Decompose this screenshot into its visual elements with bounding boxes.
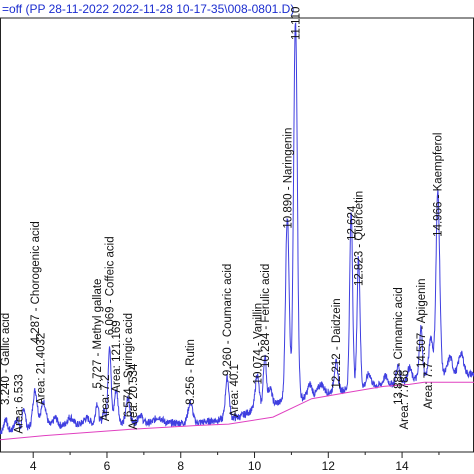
signal-trace bbox=[0, 21, 474, 435]
peak-label: 11.110 bbox=[291, 7, 303, 40]
x-tick-label: 14 bbox=[395, 459, 409, 473]
x-tick-label: 8 bbox=[177, 459, 184, 473]
peak-label: Area: 121.169 bbox=[111, 320, 123, 392]
peak-label: Area: 7.7 bbox=[423, 362, 435, 409]
peak-label: 12.624 bbox=[346, 205, 358, 241]
peak-label: 10.890 - Naringenin bbox=[282, 128, 294, 229]
peak-label: Area: 6.533 bbox=[13, 374, 25, 433]
peak-label: 10.074 - Vanillin bbox=[252, 303, 264, 385]
x-tick-label: 6 bbox=[104, 459, 111, 473]
x-tick-label: 12 bbox=[322, 459, 336, 473]
peak-label: 6.574 - Syringic acid bbox=[123, 313, 135, 417]
peak-label: 12.823 - Quercetin bbox=[354, 191, 366, 286]
plot-area: 4 6 8 10 12 14 3.240 - Gallic acid Area: 6.533 4… bbox=[0, 7, 474, 473]
chart-title: =off (PP 28-11-2022 2022-11-28 10-17-35\… bbox=[2, 2, 294, 16]
peak-label: Area: 20.534 bbox=[128, 363, 140, 429]
peak-label: Area: 7.2 bbox=[100, 375, 112, 422]
peak-label: Area: 21.4032 bbox=[36, 333, 48, 405]
peak-label: 4.287 - Chorogenic acid bbox=[30, 221, 42, 343]
x-tick-label: 4 bbox=[30, 459, 37, 473]
peak-label: 8.256 - Rutin bbox=[185, 339, 197, 405]
peak-label: 3.240 - Gallic acid bbox=[0, 313, 12, 405]
peak-label: 14.507 - Apigenin bbox=[416, 278, 428, 368]
peak-label: 5.727 - Methyl gallate bbox=[92, 279, 104, 389]
peak-label: Area: 40.1 bbox=[229, 364, 241, 417]
peak-label: 6.069 - Coffeic acid bbox=[105, 236, 117, 335]
peak-label: 13.888 - Cinnamic acid bbox=[393, 287, 405, 405]
peak-label: 12.212 - Daidzein bbox=[331, 298, 343, 388]
x-tick-label: 10 bbox=[248, 459, 262, 473]
peak-label: 9.260 - Coumaric acid bbox=[222, 264, 234, 377]
peak-label: 14.966 - Kaempferol bbox=[433, 133, 445, 237]
peak-label: 10.284 - Ferulic acid bbox=[260, 264, 272, 368]
peak-label: Area: 7.786 bbox=[399, 370, 411, 429]
integration-baseline bbox=[0, 381, 474, 441]
